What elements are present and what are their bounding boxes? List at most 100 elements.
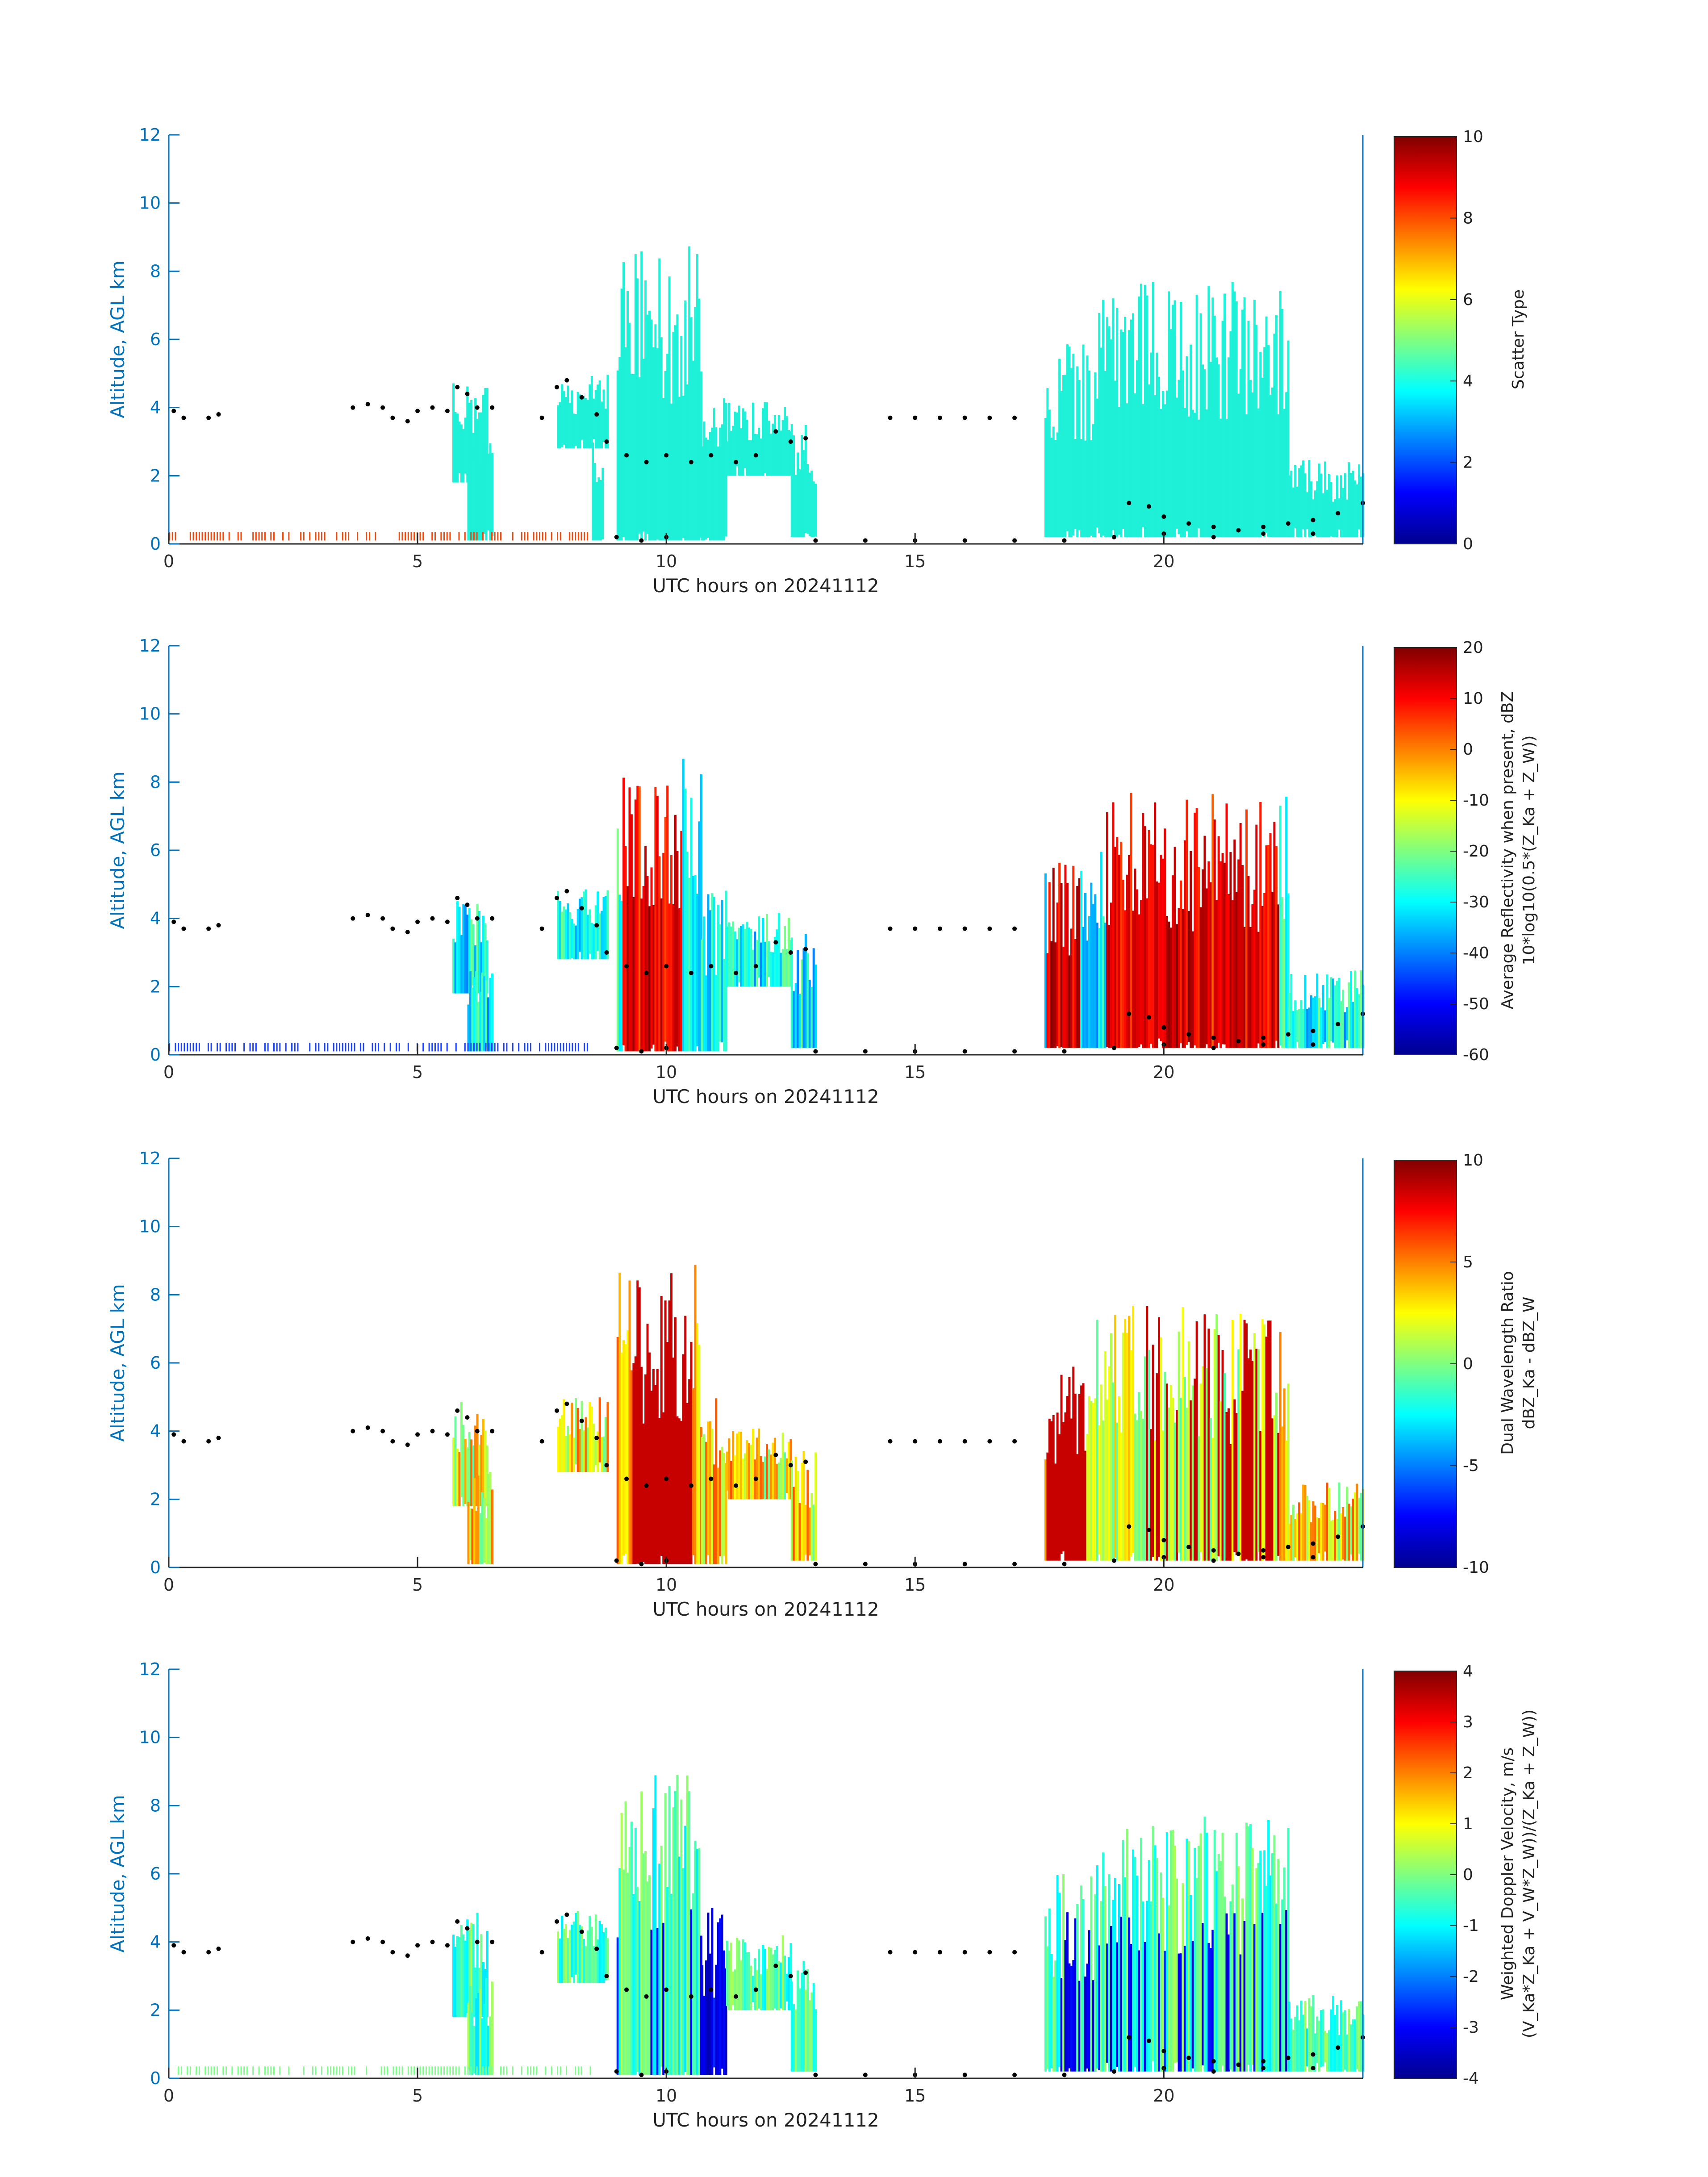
surface-cell [566,1043,568,1052]
surface-cell [178,2066,180,2075]
surface-cell [267,2066,269,2075]
cloud-cell [1249,1350,1252,1561]
cloud-cell [1191,409,1194,537]
cloud-cell [1096,923,1098,1048]
cloud-cell [1078,878,1081,1048]
cloud-cell [1296,1513,1299,1561]
cloud-cell [1300,2001,1303,2072]
surface-cell [530,1043,531,1052]
cloud-cell [1134,869,1136,1048]
surface-cell [377,1043,379,1052]
cloud-cell [1191,1941,1194,2068]
surface-cell [506,1043,508,1052]
colorbar-tick-label: -10 [1463,1559,1489,1577]
cloud-cell [1178,908,1180,1048]
marker-point [1211,1548,1216,1553]
marker-point [465,1415,470,1420]
surface-cell [384,2066,385,2075]
cloud-cell [703,1996,706,2075]
cloud-cell [1176,397,1178,529]
marker-point [405,419,410,424]
surface-cell [425,2066,427,2075]
cloud-cell [1178,1331,1180,1553]
cloud-cell [785,949,788,987]
surface-cell [479,2066,481,2075]
x-tick-label: 20 [1153,2086,1174,2106]
cloud-cell [646,876,649,1052]
surface-cell [264,2066,266,2075]
surface-cell [551,532,552,541]
surface-cell [431,2066,433,2075]
cloud-cell [470,400,473,481]
marker-point [888,415,893,420]
surface-cell [201,532,203,541]
cloud-cell [1164,1951,1166,2072]
cloud-cell [1357,994,1360,1048]
cloud-cell [1056,903,1059,1046]
cloud-cell [454,1947,457,2017]
cloud-cell [640,1791,643,2075]
surface-cell [410,2066,412,2075]
cloud-cell [802,1960,805,2072]
cloud-cell [1164,1371,1166,1561]
cloud-cell [1098,1425,1101,1554]
marker-point [1311,531,1315,536]
colorbar-tick-label: 10 [1463,689,1483,708]
cloud-cell [766,1969,768,2010]
surface-cell [482,2066,484,2075]
cloud-cell [738,1940,740,2010]
cloud-cell [1353,2019,1356,2072]
cloud-cell [1072,353,1075,536]
surface-cell [216,2066,218,2075]
cloud-cell [1314,1505,1316,1561]
surface-cell [527,2066,529,2075]
colorbar-tick-label: -60 [1463,1046,1489,1064]
marker-point [206,1950,211,1955]
surface-cell [237,2066,239,2075]
cloud-cell [582,396,585,449]
cloud-cell [1134,1857,1136,2067]
cloud-cell [559,901,561,960]
cloud-cell [594,1436,597,1465]
surface-cell [216,1043,218,1052]
cloud-cell [814,1452,817,1561]
cloud-cell [760,439,762,476]
surface-cell [557,532,559,541]
cloud-cell [557,1931,560,1983]
cloud-cell [1128,1917,1131,2072]
cloud-cell [644,1374,647,1564]
cloud-cell [769,1454,772,1500]
cloud-cell [1247,1826,1250,2065]
surface-cell [434,2066,436,2075]
colorbar-tick-label: -2 [1463,1968,1479,1986]
marker-point [937,415,942,420]
cloud-cell [606,1402,609,1472]
cloud-cell [1259,802,1262,1048]
marker-point [1211,1045,1216,1050]
cloud-cell [1207,1943,1210,2072]
colorbar-tick-label: 10 [1463,1151,1483,1170]
cloud-cell [624,347,627,541]
cloud-cell [1245,1323,1248,1559]
cloud-cell [602,1932,605,1983]
cloud-cell [1154,1440,1157,1560]
surface-cell [184,1043,185,1052]
surface-cell [219,1043,221,1052]
cloud-cell [1334,2014,1336,2072]
cloud-cell [1352,470,1354,537]
cloud-cell [1306,492,1308,529]
cloud-cell [1108,326,1111,537]
cloud-cell [480,1934,483,2017]
cloud-cell [1150,352,1153,537]
x-axis-label: UTC hours on 20241112 [652,1086,879,1107]
cloud-cell [1271,891,1274,1048]
cloud-cell [597,384,599,449]
cloud-cell [707,894,710,1052]
cloud-cell [634,799,637,1052]
cloud-cell [626,1330,629,1564]
cloud-cell [458,1937,461,2017]
cloud-cell [797,1970,799,2072]
cloud-cell [1076,1454,1079,1561]
surface-cell [267,1043,269,1052]
